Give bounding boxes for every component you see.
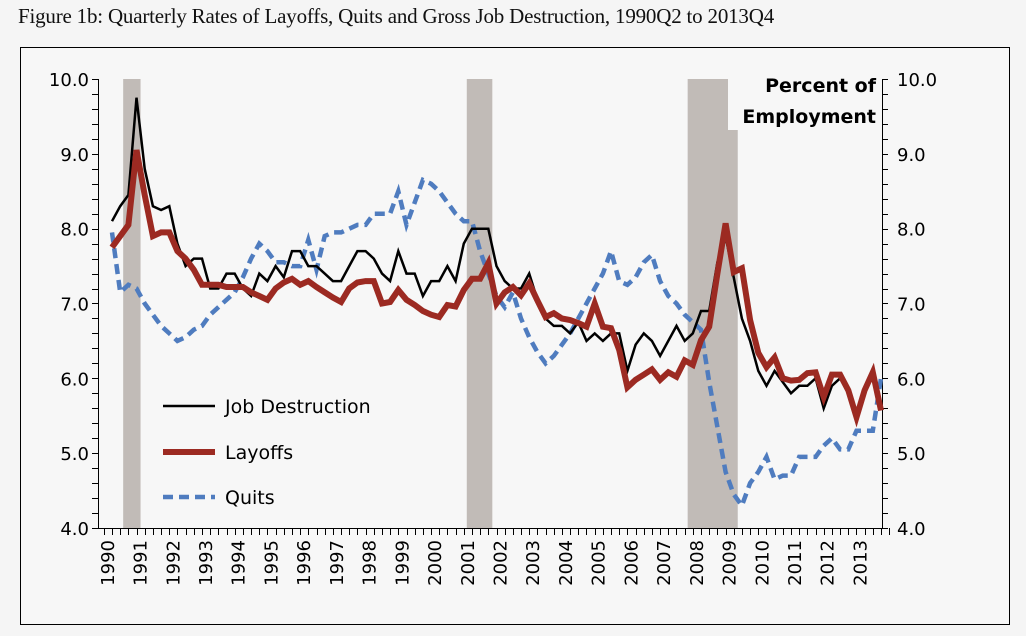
x-tick-label: 1997 bbox=[327, 540, 348, 586]
x-tick-label: 2001 bbox=[458, 540, 479, 586]
x-tick-label: 2005 bbox=[589, 540, 610, 586]
legend-label: Quits bbox=[225, 487, 275, 509]
y-tick-label-left: 9.0 bbox=[60, 145, 89, 166]
legend-label: Job Destruction bbox=[224, 396, 371, 418]
series-line-quits bbox=[109, 176, 884, 511]
x-tick-label: 2000 bbox=[425, 540, 446, 586]
y-tick-label-right: 6.0 bbox=[897, 369, 926, 390]
x-tick-label: 2004 bbox=[556, 540, 577, 586]
x-tick-label: 2011 bbox=[785, 540, 806, 586]
x-tick-label: 2013 bbox=[850, 540, 871, 586]
y-tick-label-right: 5.0 bbox=[897, 444, 926, 465]
y-axis-title-line-1: Percent of bbox=[765, 75, 877, 97]
recession-bar bbox=[466, 79, 493, 528]
series-lines bbox=[109, 97, 884, 511]
x-tick-label: 1991 bbox=[131, 540, 152, 586]
y-tick-label-right: 10.0 bbox=[897, 70, 937, 91]
legend-item-layoffs: Layoffs bbox=[163, 442, 293, 464]
y-tick-label-left: 10.0 bbox=[49, 70, 89, 91]
series-line-layoffs bbox=[109, 149, 884, 428]
y-axis-title: Percent of Employment bbox=[728, 72, 878, 130]
x-tick-label: 2008 bbox=[687, 540, 708, 586]
series-line-job-destruction bbox=[110, 97, 883, 420]
x-tick-label: 2003 bbox=[523, 540, 544, 586]
x-tick-label: 1998 bbox=[360, 540, 381, 586]
y-tick-label-left: 6.0 bbox=[60, 369, 89, 390]
x-tick-label: 1992 bbox=[163, 540, 184, 586]
x-tick-label: 2002 bbox=[491, 540, 512, 586]
axes: 4.0 4.0 5.0 5.0 6.0 6.0 7.0 7.0 8.0 8.0 9.0 9.0 10.0… bbox=[49, 70, 937, 586]
x-tick-label: 2012 bbox=[818, 540, 839, 586]
x-tick-label: 2007 bbox=[654, 540, 675, 586]
legend-label: Layoffs bbox=[225, 442, 293, 464]
legend-item-job-destruction: Job Destruction bbox=[163, 396, 371, 418]
x-tick-label: 1996 bbox=[294, 540, 315, 586]
y-tick-label-right: 7.0 bbox=[897, 295, 926, 316]
y-tick-label-left: 4.0 bbox=[60, 519, 89, 540]
legend-item-quits: Quits bbox=[163, 487, 275, 509]
x-tick-label: 1990 bbox=[98, 540, 119, 586]
chart-title: Figure 1b: Quarterly Rates of Layoffs, Q… bbox=[18, 4, 774, 28]
x-tick-label: 2006 bbox=[621, 540, 642, 586]
y-tick-label-left: 7.0 bbox=[60, 295, 89, 316]
x-tick-label: 1995 bbox=[261, 540, 282, 586]
x-tick-label: 1994 bbox=[229, 540, 250, 586]
y-tick-label-right: 4.0 bbox=[897, 519, 926, 540]
x-tick-label: 1999 bbox=[392, 540, 413, 586]
y-tick-label-right: 8.0 bbox=[897, 220, 926, 241]
x-tick-label: 2010 bbox=[752, 540, 773, 586]
legend: Job Destruction Layoffs Quits bbox=[163, 396, 371, 509]
y-tick-label-left: 8.0 bbox=[60, 220, 89, 241]
x-tick-label: 1993 bbox=[196, 540, 217, 586]
y-axis-title-line-2: Employment bbox=[742, 106, 876, 128]
y-tick-label-right: 9.0 bbox=[897, 145, 926, 166]
y-tick-label-left: 5.0 bbox=[60, 444, 89, 465]
x-tick-label: 2009 bbox=[720, 540, 741, 586]
